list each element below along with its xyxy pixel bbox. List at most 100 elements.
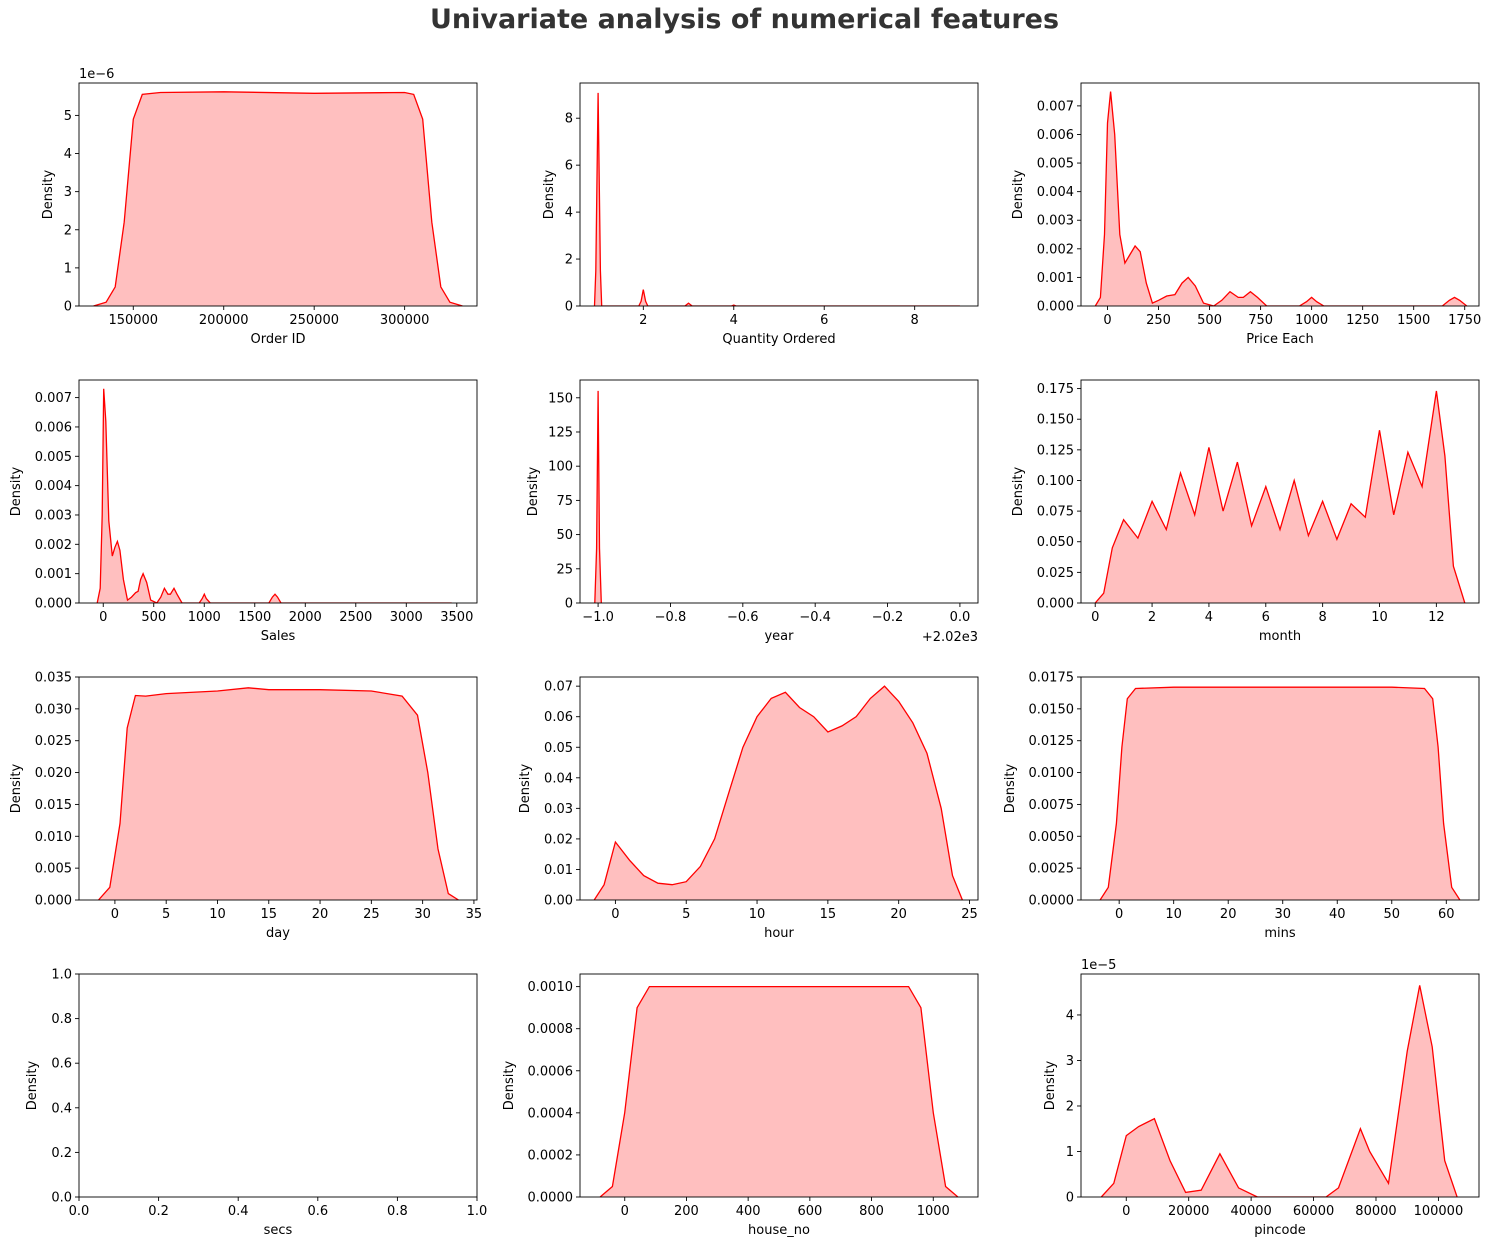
- y-tick-label: 0.4: [51, 1101, 72, 1116]
- y-tick-label: 0.0150: [1029, 702, 1075, 717]
- x-tick-label: 40: [1329, 907, 1346, 922]
- x-tick-label: 60: [1438, 907, 1455, 922]
- x-tick-label: 2500: [339, 610, 372, 625]
- x-tick-label: 0: [621, 1204, 629, 1219]
- density-line: [98, 687, 459, 900]
- y-tick-label: 0.03: [544, 802, 573, 817]
- y-axis-label: Density: [542, 169, 557, 219]
- y-tick-label: 0.8: [51, 1012, 72, 1027]
- y-tick-label: 0.030: [35, 702, 72, 717]
- x-tick-label: 0: [611, 907, 619, 922]
- y-tick-label: 0.150: [1037, 413, 1074, 428]
- x-tick-label: 600: [797, 1204, 822, 1219]
- x-tick-label: 0.2: [148, 1204, 169, 1219]
- y-tick-label: 0.015: [35, 798, 72, 813]
- x-tick-label: −0.2: [872, 610, 904, 625]
- y-tick-label: 0.001: [35, 567, 72, 582]
- x-tick-label: 0: [1115, 907, 1123, 922]
- x-tick-label: 40000: [1230, 1204, 1271, 1219]
- density-fill: [600, 986, 958, 1197]
- y-tick-label: 3: [64, 185, 72, 200]
- x-tick-label: 1500: [1397, 313, 1430, 328]
- y-tick-label: 6: [565, 159, 573, 174]
- y-tick-label: 8: [565, 112, 573, 127]
- density-line: [1094, 390, 1466, 603]
- y-tick-label: 0.0: [51, 1191, 72, 1206]
- x-tick-label: 20: [312, 907, 329, 922]
- y-axis-label: Density: [1003, 763, 1018, 813]
- x-tick-label: 800: [859, 1204, 884, 1219]
- y-tick-label: 0.050: [1037, 535, 1074, 550]
- density-line: [1099, 686, 1461, 900]
- y-tick-label: 0.0000: [1029, 894, 1075, 909]
- x-axis-label: month: [1259, 629, 1301, 644]
- y-tick-label: 0.0175: [1029, 671, 1075, 686]
- y-tick-label: 0.075: [1037, 505, 1074, 520]
- x-tick-label: 0: [111, 907, 119, 922]
- y-tick-label: 0: [565, 597, 573, 612]
- density-line: [93, 91, 463, 306]
- x-tick-label: 4: [730, 313, 738, 328]
- x-tick-label: 400: [736, 1204, 761, 1219]
- y-tick-label: 0.004: [1037, 185, 1074, 200]
- y-axis-label: Density: [9, 763, 24, 813]
- y-tick-label: 0.005: [35, 450, 72, 465]
- y-tick-label: 0.0025: [1029, 862, 1075, 877]
- subplot-3: 0 250 500 750 1000 1250 1500 1750 0.000 0.001 0.00…: [1011, 82, 1481, 347]
- density-fill: [98, 687, 459, 900]
- y-tick-label: 0.0075: [1029, 798, 1075, 813]
- y-tick-label: 0.100: [1037, 474, 1074, 489]
- x-tick-label: 25: [961, 907, 978, 922]
- y-tick-label: 0.0050: [1029, 830, 1075, 845]
- x-tick-label: 20: [890, 907, 907, 922]
- y-tick-label: 0.003: [35, 508, 72, 523]
- x-tick-label: 30: [414, 907, 431, 922]
- x-axis-label: pincode: [1254, 1223, 1305, 1238]
- x-tick-label: 300000: [380, 313, 430, 328]
- y-offset-text: 1e−5: [1081, 958, 1116, 973]
- x-tick-label: 1000: [1295, 313, 1328, 328]
- y-offset-text: 1e−6: [79, 67, 114, 82]
- y-tick-label: 0.05: [544, 741, 573, 756]
- y-tick-label: 4: [1066, 1008, 1074, 1023]
- subplot-11: 0 200 400 600 800 1000 0.0000 0.0002 0.0004 0.000…: [502, 973, 979, 1238]
- x-tick-label: 2: [639, 313, 647, 328]
- y-axis-label: Density: [518, 763, 533, 813]
- y-tick-label: 4: [565, 206, 573, 221]
- y-tick-label: 0.004: [35, 479, 72, 494]
- y-axis-label: Density: [41, 169, 56, 219]
- x-axis-label: house_no: [748, 1223, 810, 1238]
- density-line: [96, 388, 452, 603]
- subplot-7: 0 5 10 15 20 25 30 35 0.000 0.005 0.010 0.015 0.020 0…: [9, 671, 482, 942]
- x-axis-label: Sales: [261, 629, 296, 644]
- axes-frame: [1080, 973, 1480, 1198]
- x-axis-label: mins: [1264, 926, 1296, 941]
- x-tick-label: 5: [682, 907, 690, 922]
- density-line: [599, 985, 959, 1197]
- x-axis-label: day: [266, 926, 290, 941]
- x-tick-label: 8: [1319, 610, 1327, 625]
- x-tick-label: 1.0: [467, 1204, 488, 1219]
- subplot-6: 0 2 4 6 8 10 12 0.000 0.025 0.050 0.075 0.100 0.125 0…: [1011, 379, 1480, 644]
- x-tick-label: 15: [260, 907, 277, 922]
- subplot-4: 0 500 1000 1500 2000 2500 3000 3500 0.000 0.001 0.…: [9, 379, 478, 644]
- density-fill: [1095, 391, 1465, 603]
- x-axis-label: Quantity Ordered: [722, 332, 835, 347]
- y-tick-label: 2: [565, 253, 573, 268]
- y-tick-label: 0.000: [35, 894, 72, 909]
- x-tick-label: 10: [209, 907, 226, 922]
- y-tick-label: 5: [64, 109, 72, 124]
- axes-frame: [78, 676, 478, 901]
- axes-frame: [579, 379, 979, 604]
- figure-title: Univariate analysis of numerical feature…: [429, 4, 1060, 35]
- subplot-8: 0 5 10 15 20 25 0.00 0.01 0.02 0.03 0.04 0.05 0.06 0.…: [518, 676, 979, 941]
- y-tick-label: 1: [64, 261, 72, 276]
- x-tick-label: 35: [466, 907, 483, 922]
- density-fill: [594, 92, 960, 306]
- density-fill: [1101, 985, 1458, 1197]
- x-tick-label: 0.8: [387, 1204, 408, 1219]
- density-line: [593, 92, 960, 306]
- y-tick-label: 75: [556, 494, 573, 509]
- y-tick-label: 0.025: [1037, 566, 1074, 581]
- density-line: [1100, 985, 1458, 1197]
